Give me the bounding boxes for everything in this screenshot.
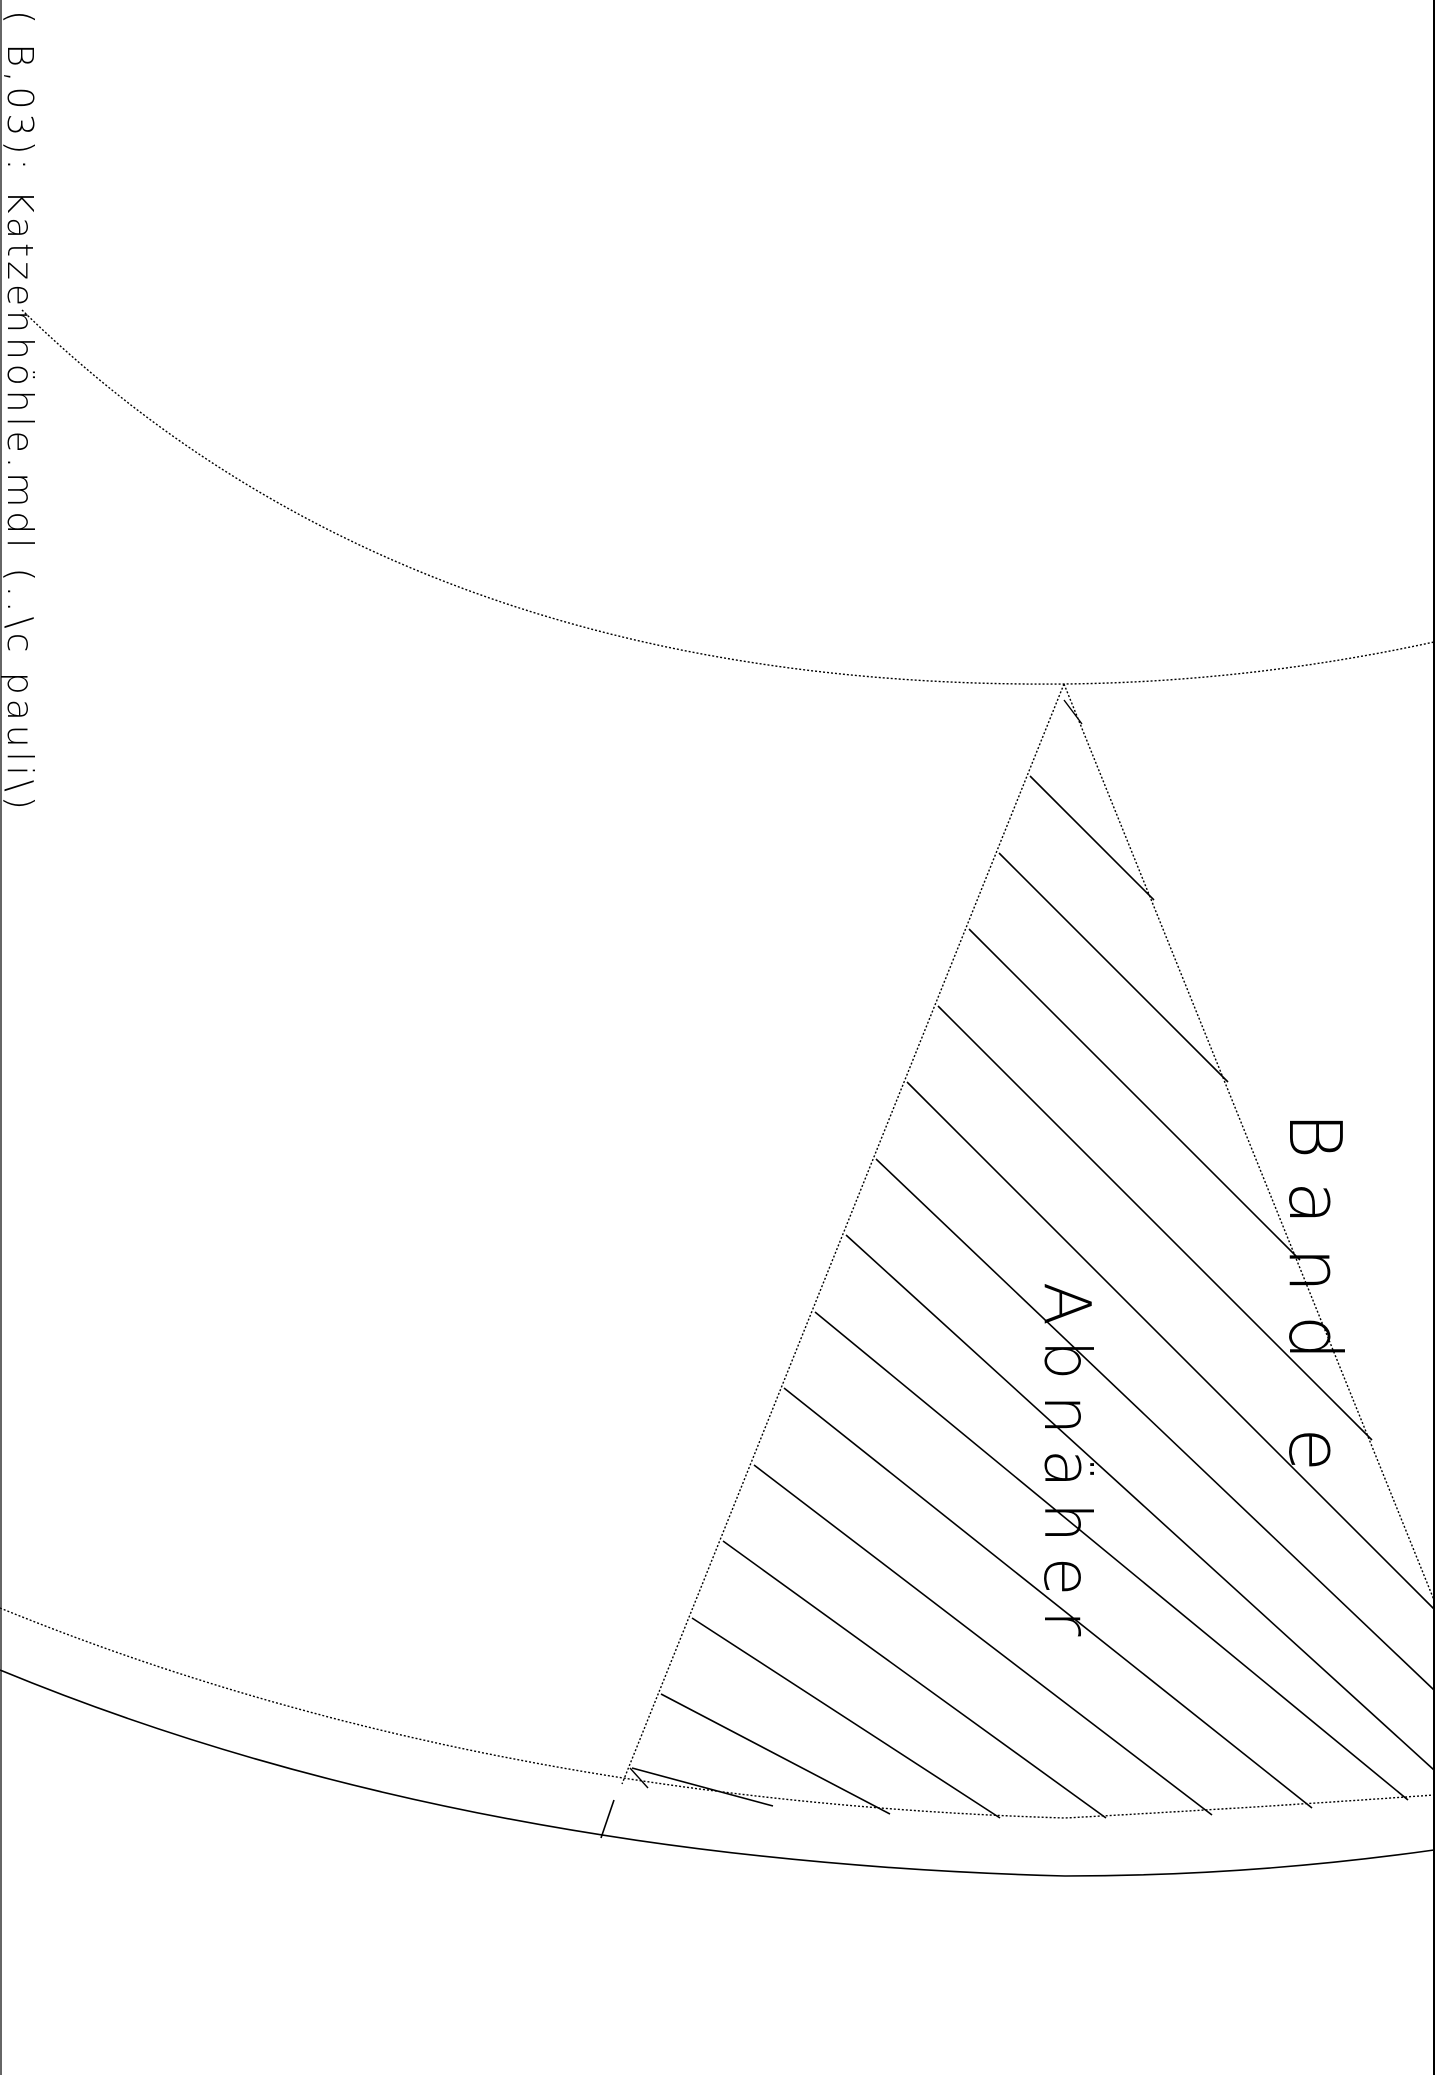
hatch-line	[998, 852, 1229, 1083]
hatch-line	[691, 1617, 1001, 1819]
hatch-line	[631, 1767, 774, 1807]
hatch-line	[783, 1387, 1313, 1809]
hatch-line	[722, 1540, 1107, 1819]
dart-left-edge	[621, 683, 1065, 1785]
hatch-line	[1029, 775, 1155, 901]
hatch-line	[968, 928, 1301, 1261]
upper-dotted-arc	[21, 309, 1435, 685]
file-header-text: ( B,03): Katzenhöhle.mdl (..\c pauli\)	[0, 10, 40, 814]
lower-solid-arc	[0, 1669, 1435, 1877]
notch-mark-left	[600, 1799, 615, 1839]
notch-mark-small	[629, 1767, 649, 1789]
hatch-line	[845, 1234, 1435, 1771]
dart-tip-tick	[1063, 699, 1083, 725]
band-label: Band e	[1273, 1112, 1357, 1494]
hatch-line	[937, 1005, 1373, 1441]
hatch-line	[660, 1693, 891, 1815]
hatch-line	[906, 1081, 1435, 1610]
dart-hatching	[631, 775, 1435, 1819]
hatch-line	[875, 1158, 1435, 1691]
hatch-line	[753, 1464, 1213, 1816]
hatch-line	[814, 1311, 1409, 1801]
dart-right-edge	[1063, 683, 1435, 1601]
dart-label: Abnäher	[1029, 1282, 1103, 1650]
lower-dotted-arc	[0, 1607, 1435, 1819]
